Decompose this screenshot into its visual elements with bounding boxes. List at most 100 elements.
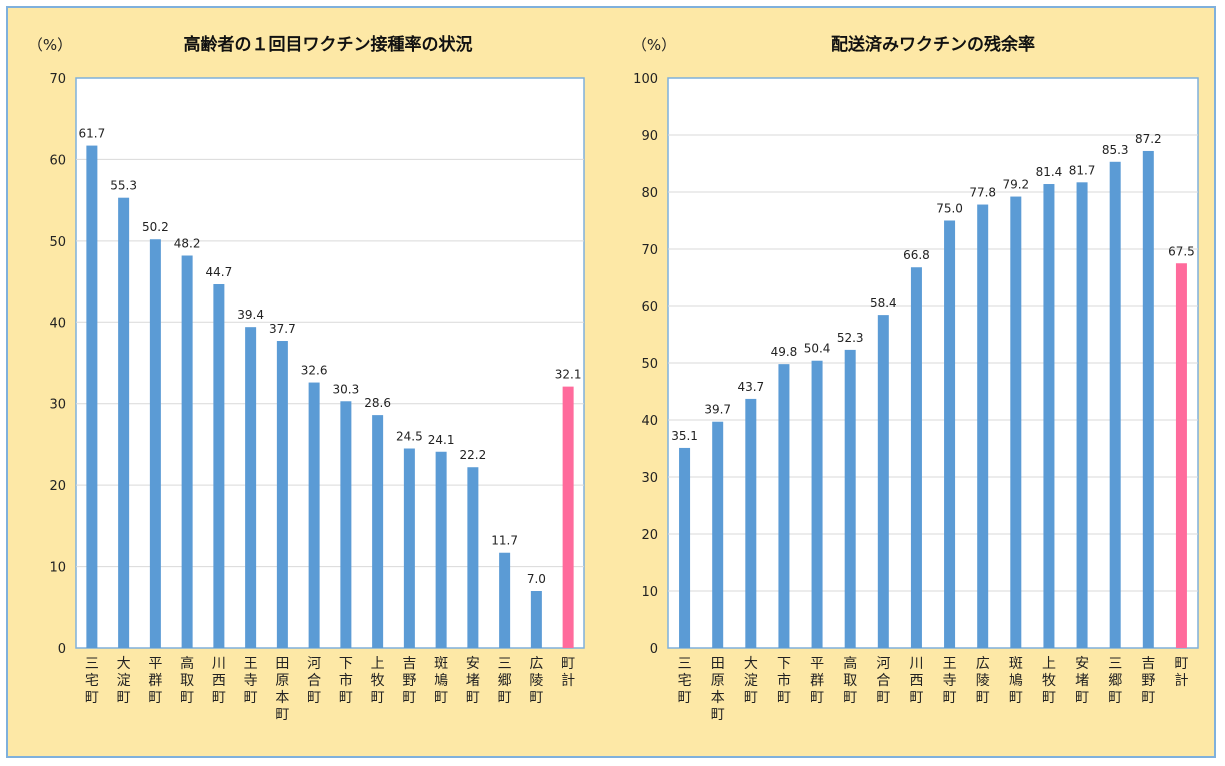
y-tick-label: 40: [49, 316, 66, 331]
bar: [844, 349, 856, 648]
y-tick-label: 100: [633, 72, 658, 87]
y-tick-label: 70: [49, 72, 66, 87]
data-label: 50.4: [804, 342, 831, 356]
chart-title: 配送済みワクチンの残余率: [831, 34, 1035, 55]
bar: [340, 401, 352, 648]
x-tick-label: 河合町: [307, 656, 321, 706]
x-tick-label: 安堵町: [1075, 656, 1089, 706]
bar: [910, 267, 922, 648]
x-tick-label: 王寺町: [244, 656, 258, 706]
x-tick-label: 川西町: [212, 656, 226, 706]
bar: [1142, 150, 1154, 648]
bar: [181, 255, 193, 648]
x-tick-label: 下市町: [777, 656, 791, 706]
bar: [977, 204, 989, 649]
y-tick-label: 80: [641, 186, 658, 201]
bar: [679, 447, 691, 648]
bar: [467, 467, 479, 648]
x-tick-label: 広陵町: [529, 656, 543, 706]
bar: [276, 341, 288, 648]
bar: [562, 386, 574, 648]
x-tick-label: 上牧町: [371, 656, 385, 706]
data-label: 81.4: [1036, 165, 1063, 179]
data-label: 67.5: [1168, 244, 1195, 258]
bar: [1076, 182, 1088, 648]
x-tick-label: 三宅町: [678, 656, 692, 706]
y-tick-label: 10: [49, 561, 66, 576]
y-tick-label: 90: [641, 129, 658, 144]
bar: [213, 284, 225, 648]
bar: [530, 591, 542, 648]
data-label: 43.7: [737, 380, 764, 394]
data-label: 44.7: [206, 265, 233, 279]
y-tick-label: 50: [641, 357, 658, 372]
data-label: 77.8: [969, 186, 996, 200]
data-label: 50.2: [142, 220, 169, 234]
bar: [944, 220, 956, 648]
data-label: 55.3: [110, 179, 137, 193]
data-label: 28.6: [364, 396, 391, 410]
bar: [745, 398, 757, 648]
y-tick-label: 40: [641, 414, 658, 429]
data-label: 49.8: [771, 345, 798, 359]
data-label: 24.1: [428, 433, 455, 447]
y-unit-label: （%）: [632, 36, 676, 54]
x-tick-label: 大淀町: [744, 656, 758, 706]
x-tick-label: 三郷町: [498, 656, 512, 706]
data-label: 22.2: [460, 448, 487, 462]
x-tick-label: 斑鳩町: [434, 656, 448, 706]
bar: [1175, 263, 1187, 648]
data-label: 52.3: [837, 331, 864, 345]
x-tick-label: 平群町: [148, 656, 162, 706]
bar: [308, 382, 320, 648]
data-label: 81.7: [1069, 163, 1096, 177]
x-tick-label: 田原本町: [275, 656, 289, 723]
x-tick-label: 大淀町: [117, 656, 131, 706]
chart-title: 高齢者の１回目ワクチン接種率の状況: [184, 34, 473, 55]
bar: [372, 415, 384, 648]
y-tick-label: 30: [641, 471, 658, 486]
x-tick-label: 王寺町: [943, 656, 957, 706]
bar: [877, 315, 889, 648]
y-tick-label: 60: [641, 300, 658, 315]
y-tick-label: 0: [650, 642, 658, 657]
x-tick-label: 三宅町: [85, 656, 99, 706]
data-label: 87.2: [1135, 132, 1162, 146]
data-label: 79.2: [1002, 178, 1029, 192]
bar: [118, 197, 130, 648]
y-tick-label: 50: [49, 235, 66, 250]
data-label: 32.1: [555, 368, 582, 382]
x-tick-label: 田原本町: [711, 656, 725, 723]
x-tick-label: 平群町: [810, 656, 824, 706]
bar: [1010, 196, 1022, 648]
x-tick-label: 高取町: [180, 655, 194, 706]
x-tick-label: 安堵町: [466, 656, 480, 706]
chart-vaccination-rate: 高齢者の１回目ワクチン接種率の状況 （%） 0 10 20 30 40 50 60 70 61.7 三…: [28, 34, 585, 723]
y-tick-label: 0: [58, 642, 66, 657]
x-tick-label: 上牧町: [1042, 656, 1056, 706]
data-label: 35.1: [671, 429, 698, 443]
x-tick-label: 川西町: [909, 656, 923, 706]
x-tick-label: 三郷町: [1108, 656, 1122, 706]
bar: [245, 327, 257, 648]
data-label: 37.7: [269, 322, 296, 336]
y-tick-label: 70: [641, 243, 658, 258]
data-label: 30.3: [333, 382, 360, 396]
x-tick-label: 吉野町: [1141, 656, 1155, 706]
data-label: 39.7: [704, 403, 731, 417]
x-tick-label: 斑鳩町: [1009, 656, 1023, 706]
data-label: 48.2: [174, 237, 201, 251]
bar: [811, 360, 823, 648]
bar: [712, 421, 724, 648]
bar: [149, 239, 161, 648]
x-tick-label: 町計: [561, 656, 575, 689]
x-tick-label: 吉野町: [402, 656, 416, 706]
data-label: 39.4: [237, 308, 264, 322]
figure-frame: 高齢者の１回目ワクチン接種率の状況 （%） 0 10 20 30 40 50 60 70 61.7 三…: [6, 6, 1216, 758]
y-tick-label: 30: [49, 398, 66, 413]
data-label: 32.6: [301, 364, 328, 378]
bar: [499, 552, 511, 648]
data-label: 85.3: [1102, 143, 1129, 157]
data-label: 66.8: [903, 248, 930, 262]
x-tick-label: 河合町: [876, 656, 890, 706]
